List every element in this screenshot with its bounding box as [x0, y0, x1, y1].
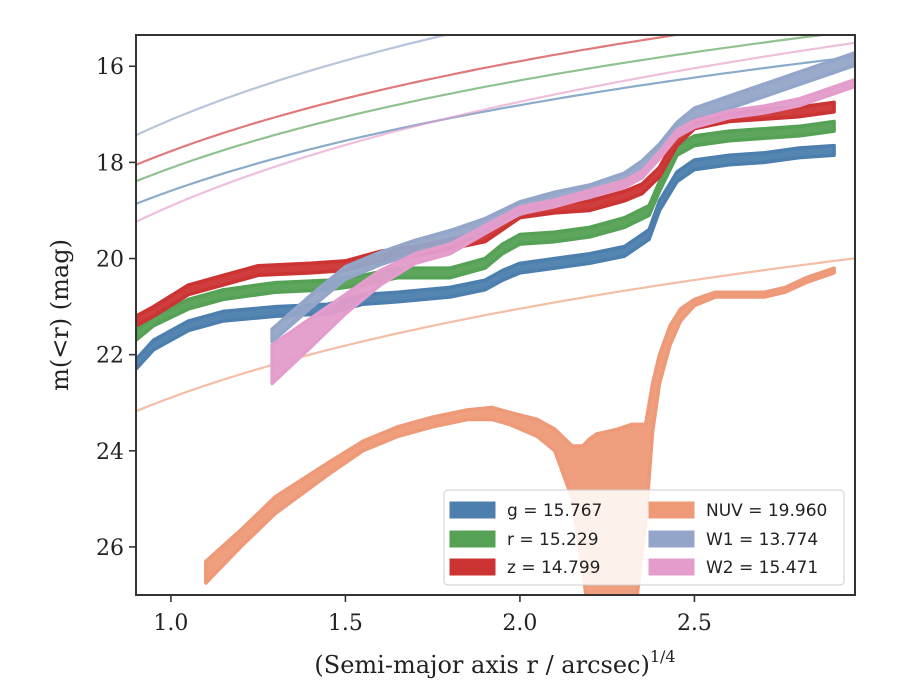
- x-tick-label: 1.0: [153, 611, 188, 636]
- legend-label-g: g = 15.767: [507, 501, 602, 521]
- y-tick-label: 20: [96, 248, 124, 273]
- legend: g = 15.767 r = 15.229 z = 14.799 NUV = 19.9…: [443, 489, 845, 586]
- x-axis-label-superscript: 1/4: [650, 647, 676, 666]
- legend-label-z: z = 14.799: [507, 558, 600, 578]
- g-profile-band: [136, 143, 836, 371]
- z-model-curve: [136, 35, 684, 166]
- w1-model-curve: [136, 35, 451, 137]
- x-tick-label: 2.0: [502, 611, 537, 636]
- y-tick-label: 16: [96, 55, 124, 80]
- g-model-curve: [136, 55, 855, 205]
- legend-swatch-nuv: [648, 501, 695, 519]
- x-tick-label: 1.5: [328, 611, 363, 636]
- legend-swatch-w2: [648, 558, 695, 576]
- w2-model-curve: [136, 41, 855, 223]
- r-model-curve: [136, 35, 831, 183]
- legend-swatch-g: [449, 501, 496, 519]
- legend-label-nuv: NUV = 19.960: [706, 501, 827, 521]
- x-tick-label: 2.5: [677, 611, 712, 636]
- legend-label-w2: W2 = 15.471: [706, 558, 818, 578]
- y-tick-label: 22: [96, 344, 124, 369]
- y-axis: 16 18 20 22 24 26: [96, 55, 136, 561]
- nuv-profile-band: [204, 266, 836, 595]
- legend-swatch-r: [449, 530, 496, 548]
- plot-frame: [135, 34, 856, 596]
- legend-label-r: r = 15.229: [507, 530, 599, 550]
- legend-label-w1: W1 = 13.774: [706, 530, 818, 550]
- y-tick-label: 26: [96, 536, 124, 561]
- legend-frame: [443, 489, 845, 586]
- w2-profile-band: [270, 77, 855, 386]
- y-tick-label: 24: [96, 440, 124, 465]
- y-tick-label: 18: [96, 151, 124, 176]
- y-axis-label: m(<r) (mag): [46, 239, 74, 391]
- x-axis-label: (Semi-major axis r / arcsec)1/4: [314, 647, 675, 679]
- legend-swatch-w1: [648, 530, 695, 548]
- legend-swatch-z: [449, 558, 496, 576]
- nuv-model-curve: [136, 257, 855, 413]
- plot-area: [136, 35, 855, 595]
- x-axis: 1.0 1.5 2.0 2.5: [153, 595, 712, 636]
